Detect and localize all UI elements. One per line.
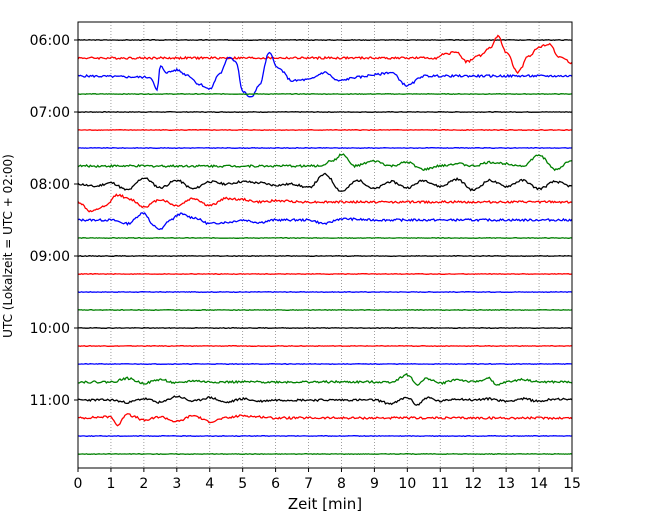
x-tick-label-2: 2 [139, 476, 148, 492]
trace-1015 [78, 345, 572, 348]
trace-1130 [77, 434, 573, 438]
y-axis-ticks: 06:00 07:00 08:00 09:00 10:00 11:00 [30, 33, 78, 409]
y-tick-label-0600: 06:00 [30, 33, 70, 49]
y-tick-label-0700: 07:00 [30, 105, 70, 121]
trace-1100 [77, 395, 573, 406]
y-tick-label-0900: 09:00 [30, 249, 70, 265]
x-tick-label-10: 10 [398, 476, 416, 492]
trace-0930 [77, 290, 573, 294]
trace-1045 [77, 372, 573, 386]
trace-0600 [77, 38, 573, 42]
y-tick-label-1000: 10:00 [30, 321, 70, 337]
x-tick-label-8: 8 [337, 476, 346, 492]
trace-0845 [77, 236, 573, 240]
x-tick-label-6: 6 [271, 476, 280, 492]
trace-0815 [77, 193, 573, 213]
traces [77, 34, 573, 456]
x-tick-label-5: 5 [238, 476, 247, 492]
x-tick-label-7: 7 [304, 476, 313, 492]
x-tick-label-13: 13 [497, 476, 515, 492]
trace-0630 [77, 51, 573, 98]
x-tick-label-1: 1 [106, 476, 115, 492]
trace-0700 [77, 110, 573, 113]
trace-0730 [77, 146, 573, 149]
trace-0900 [77, 254, 573, 258]
x-tick-label-0: 0 [74, 476, 83, 492]
x-tick-label-15: 15 [563, 476, 581, 492]
trace-1030 [78, 363, 573, 365]
trace-0615 [77, 34, 573, 75]
x-tick-label-14: 14 [530, 476, 548, 492]
x-axis-ticks: 0 1 2 3 4 5 6 7 8 9 10 11 12 13 14 15 [74, 468, 581, 492]
x-tick-label-12: 12 [464, 476, 482, 492]
y-tick-label-1100: 11:00 [30, 393, 70, 409]
grid-lines [110, 22, 540, 468]
trace-0645 [77, 92, 573, 96]
y-axis-label: UTC (Lokalzeit = UTC + 02:00) [1, 154, 15, 338]
x-tick-label-11: 11 [431, 476, 449, 492]
trace-0715 [77, 128, 573, 132]
trace-0800 [77, 172, 573, 192]
trace-1000 [78, 326, 573, 330]
x-tick-label-3: 3 [172, 476, 181, 492]
trace-0745 [77, 153, 573, 172]
trace-0830 [77, 212, 573, 231]
x-tick-label-4: 4 [205, 476, 214, 492]
trace-0915 [77, 272, 573, 276]
plot-background [78, 22, 572, 468]
trace-0945 [78, 308, 573, 312]
x-tick-label-9: 9 [370, 476, 379, 492]
y-tick-label-0800: 08:00 [30, 177, 70, 193]
trace-1115 [77, 413, 573, 427]
plot-frame [77, 21, 573, 469]
x-axis-label: Zeit [min] [288, 495, 362, 513]
trace-1145 [77, 452, 573, 456]
